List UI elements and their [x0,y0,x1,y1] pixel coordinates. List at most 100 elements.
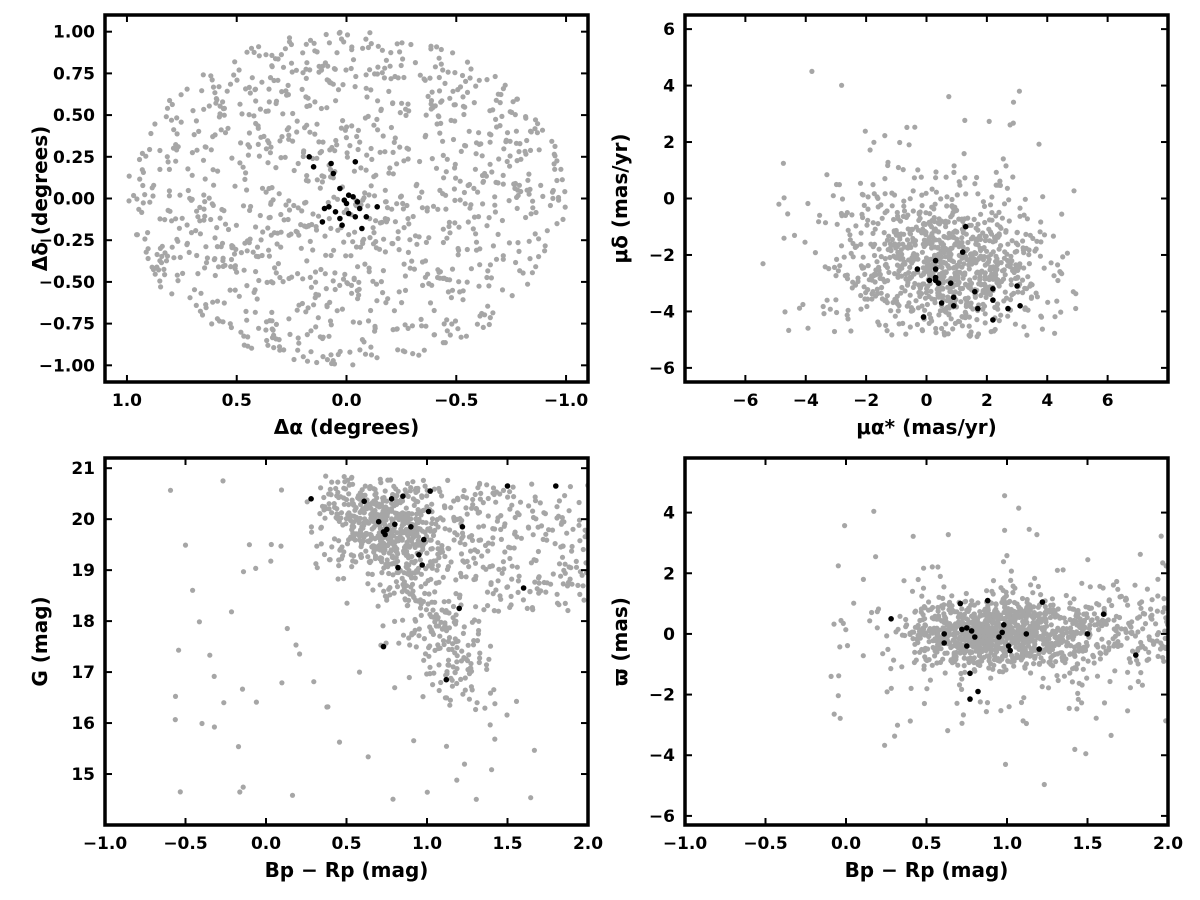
field-star-point [507,109,513,115]
field-star-point [216,84,222,90]
field-star-point [318,541,324,547]
field-star-point [487,131,493,137]
field-star-point [425,93,431,99]
field-star-point [445,662,451,668]
field-star-point [499,113,505,119]
field-star-point [177,789,183,795]
field-star-point [267,150,273,156]
field-star-point [828,673,834,680]
field-star-point [134,196,140,202]
y-tick-label: −0.75 [39,315,95,335]
field-star-point [382,593,388,599]
field-star-point [365,554,371,560]
field-star-point [215,264,222,270]
field-star-point [554,177,560,184]
y-tick-label: 16 [71,714,95,734]
field-star-point [207,652,213,658]
field-star-point [491,608,497,614]
field-star-point [950,259,957,265]
field-star-point [333,485,339,492]
field-star-point [382,249,388,255]
field-star-point [1052,314,1058,320]
field-star-point [831,711,837,717]
field-star-point [386,170,392,176]
field-star-point [368,352,375,358]
field-star-point [330,81,336,87]
field-star-point [440,67,446,73]
field-star-point [451,186,457,192]
field-star-point [882,256,888,262]
member-star-point [1017,303,1023,309]
field-star-point [961,663,967,669]
field-star-point [330,175,336,181]
field-star-point [304,358,311,364]
field-star-point [441,625,447,631]
field-star-point [864,222,870,228]
field-star-point [967,261,973,267]
field-star-point [493,499,499,505]
field-star-point [812,250,819,256]
field-star-point [1006,704,1012,710]
member-star-point [932,257,939,264]
field-star-point [441,175,447,181]
field-star-point [1004,553,1010,559]
field-star-point [352,229,358,235]
field-star-point [944,650,950,656]
field-star-point [781,235,787,241]
field-star-point [182,542,189,548]
field-star-point [275,77,281,83]
field-star-point [1030,590,1036,596]
field-star-point [480,324,486,330]
field-star-point [231,72,237,78]
field-star-point [484,274,490,281]
field-star-point [1049,596,1055,602]
member-star-point [306,154,313,160]
field-star-point [487,690,494,696]
field-star-point [444,317,450,323]
field-star-point [954,229,960,235]
field-star-point [1091,660,1097,666]
field-star-point [392,685,398,691]
field-star-point [293,642,299,648]
field-star-point [300,276,306,282]
field-star-point [464,511,470,517]
field-star-point [325,199,331,206]
field-star-point [935,220,941,226]
field-star-point [367,30,373,36]
field-star-point [454,659,460,665]
field-star-point [421,657,427,663]
field-star-point [949,607,955,613]
field-star-point [426,591,432,597]
field-star-point [357,347,363,353]
x-axis-label: Bp − Rp (mag) [845,858,1009,882]
field-star-point [487,139,493,145]
field-star-point [139,167,145,173]
field-star-point [530,532,536,538]
field-star-point [443,609,449,615]
field-star-point [972,275,978,281]
field-star-point [1059,636,1065,642]
field-star-point [402,287,409,293]
member-star-point [941,631,947,637]
field-star-point [190,587,196,593]
field-star-point [406,221,412,227]
field-star-point [334,196,341,202]
field-star-point [480,500,486,506]
field-star-point [959,686,965,693]
field-star-point [368,41,374,47]
member-star-point [959,249,966,255]
field-star-point [417,557,423,563]
field-star-point [907,274,913,280]
field-star-point [240,569,247,575]
field-star-point [162,250,168,256]
field-star-point [1110,636,1116,642]
field-star-point [159,243,165,249]
field-star-point [327,318,334,324]
field-star-point [485,495,491,502]
field-star-point [977,699,983,705]
field-star-point [416,633,422,639]
field-star-point [436,662,442,668]
field-star-point [870,220,876,226]
field-star-point [955,274,961,280]
field-star-point [562,189,568,195]
